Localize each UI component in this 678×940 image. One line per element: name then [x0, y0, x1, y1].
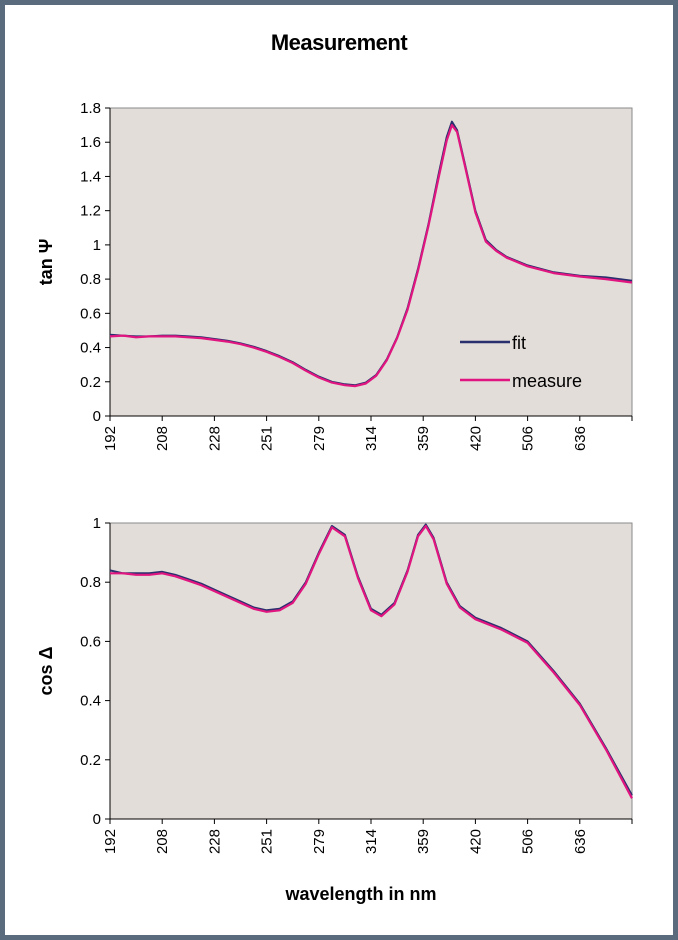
- x-tick-label: 636: [572, 829, 589, 854]
- legend-label-measure: measure: [512, 371, 582, 391]
- y-axis-label: tan Ψ: [36, 239, 56, 286]
- y-tick-label: 1: [93, 237, 101, 254]
- series-line-measure: [110, 524, 633, 799]
- x-tick-label: 359: [415, 426, 432, 451]
- y-tick-label: 1.6: [80, 134, 101, 151]
- x-tick-label: 420: [467, 829, 484, 854]
- y-tick-label: 0: [93, 408, 101, 425]
- y-tick-label: 1.2: [80, 203, 101, 220]
- y-tick-label: 0: [93, 811, 101, 828]
- x-axis-label: wavelength in nm: [284, 884, 436, 904]
- y-tick-label: 0.4: [80, 693, 101, 710]
- chart-title: Measurement: [270, 30, 408, 55]
- x-tick-label: 192: [102, 426, 119, 451]
- y-axis-label: cos Δ: [36, 646, 56, 695]
- x-tick-label: 506: [520, 426, 537, 451]
- x-tick-label: 314: [363, 829, 380, 854]
- y-tick-label: 0.8: [80, 271, 101, 288]
- chart-2: 0 0.2 0.4 0.6 0.8 1 192 208 228 251 279 314 359 420 50…: [36, 515, 633, 904]
- y-tick-label: 0.6: [80, 305, 101, 322]
- y-tick-label: 0.4: [80, 340, 101, 357]
- x-tick-label: 359: [415, 829, 432, 854]
- plot-area: [109, 107, 633, 417]
- x-tick-label: 251: [259, 426, 276, 451]
- legend: fit measure: [460, 333, 582, 391]
- series-line-measure: [109, 124, 633, 388]
- x-tick-label: 314: [363, 426, 380, 451]
- y-tick-label: 0.6: [80, 633, 101, 650]
- y-tick-label: 1.8: [80, 100, 101, 117]
- y-tick-label: 1.4: [80, 168, 101, 185]
- x-tick-label: 208: [154, 829, 171, 854]
- plot-area: [109, 522, 633, 820]
- x-tick-label: 279: [311, 426, 328, 451]
- x-tick-label: 192: [102, 829, 119, 854]
- y-tick-label: 0.2: [80, 752, 101, 769]
- x-tick-label: 208: [154, 426, 171, 451]
- x-tick-label: 420: [467, 426, 484, 451]
- legend-label-fit: fit: [512, 333, 526, 353]
- x-tick-label: 506: [520, 829, 537, 854]
- x-tick-label: 228: [206, 426, 223, 451]
- y-tick-label: 0.8: [80, 574, 101, 591]
- x-tick-label: 279: [311, 829, 328, 854]
- series-line-fit: [109, 523, 633, 796]
- y-tick-label: 0.2: [80, 374, 101, 391]
- x-tick-label: 228: [206, 829, 223, 854]
- x-tick-label: 251: [259, 829, 276, 854]
- y-tick-label: 1: [93, 515, 101, 532]
- x-tick-label: 636: [572, 426, 589, 451]
- chart-1: 0 0.2 0.4 0.6 0.8 1 1.2 1.4 1.6 1.8 192 208 228 251 27…: [36, 100, 633, 451]
